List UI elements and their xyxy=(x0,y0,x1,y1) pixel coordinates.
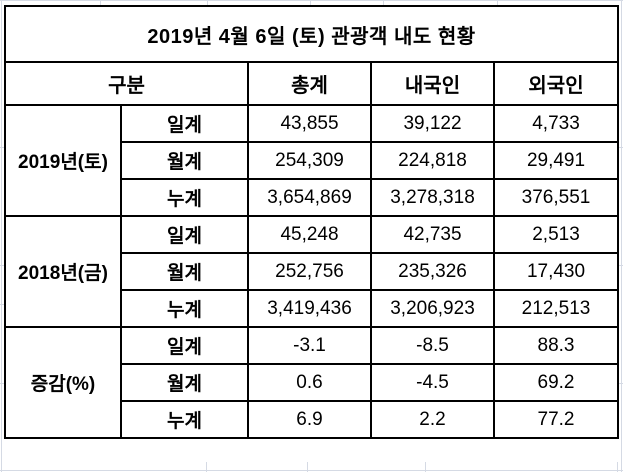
gridline xyxy=(310,0,311,5)
table-title: 2019년 4월 6일 (토) 관광객 내도 현황 xyxy=(4,5,619,63)
value-cell: 88.3 xyxy=(493,326,619,365)
value-cell: 43,855 xyxy=(247,104,372,143)
row-label: 일계 xyxy=(120,215,249,254)
row-label: 누계 xyxy=(120,178,249,217)
header-domestic: 내국인 xyxy=(370,61,495,106)
value-cell: 3,206,923 xyxy=(370,289,495,328)
gridline xyxy=(619,265,623,266)
value-cell: 212,513 xyxy=(493,289,619,328)
gridline xyxy=(1,0,2,472)
value-cell: 376,551 xyxy=(493,178,619,217)
gridline xyxy=(0,470,623,471)
gridline xyxy=(307,462,308,472)
gridline xyxy=(619,147,623,148)
value-cell: -4.5 xyxy=(370,363,495,402)
value-cell: 69.2 xyxy=(493,363,619,402)
value-cell: 39,122 xyxy=(370,104,495,143)
group-label-2019: 2019년(토) xyxy=(4,104,122,217)
value-cell: 17,430 xyxy=(493,252,619,291)
group-label-2018: 2018년(금) xyxy=(4,215,122,328)
gridline xyxy=(497,0,498,5)
value-cell: 2.2 xyxy=(370,400,495,439)
value-cell: 235,326 xyxy=(370,252,495,291)
row-label: 월계 xyxy=(120,363,249,402)
row-label: 일계 xyxy=(120,326,249,365)
value-cell: 254,309 xyxy=(247,141,372,180)
group-label-change: 증감(%) xyxy=(4,326,122,439)
gridline xyxy=(619,383,623,384)
gridline xyxy=(100,0,101,5)
gridline xyxy=(0,147,4,148)
value-cell: 3,654,869 xyxy=(247,178,372,217)
value-cell: 29,491 xyxy=(493,141,619,180)
value-cell: -8.5 xyxy=(370,326,495,365)
gridline xyxy=(617,462,618,472)
gridline xyxy=(0,383,4,384)
value-cell: 252,756 xyxy=(247,252,372,291)
value-cell: 2,513 xyxy=(493,215,619,254)
row-label: 일계 xyxy=(120,104,249,143)
row-label: 월계 xyxy=(120,141,249,180)
row-label: 누계 xyxy=(120,289,249,328)
header-total: 총계 xyxy=(247,61,372,106)
value-cell: -3.1 xyxy=(247,326,372,365)
value-cell: 3,419,436 xyxy=(247,289,372,328)
value-cell: 4,733 xyxy=(493,104,619,143)
gridline xyxy=(0,304,4,305)
value-cell: 77.2 xyxy=(493,400,619,439)
row-label: 월계 xyxy=(120,252,249,291)
gridline xyxy=(206,462,207,472)
gridline xyxy=(0,265,4,266)
gridline xyxy=(0,0,623,1)
gridline xyxy=(383,0,384,5)
value-cell: 6.9 xyxy=(247,400,372,439)
row-label: 누계 xyxy=(120,400,249,439)
value-cell: 0.6 xyxy=(247,363,372,402)
header-foreign: 외국인 xyxy=(493,61,619,106)
value-cell: 3,278,318 xyxy=(370,178,495,217)
tourist-arrival-table: 2019년 4월 6일 (토) 관광객 내도 현황 구분 총계 내국인 외국인 … xyxy=(4,5,619,439)
gridline xyxy=(207,0,208,5)
value-cell: 224,818 xyxy=(370,141,495,180)
value-cell: 42,735 xyxy=(370,215,495,254)
gridline xyxy=(425,462,426,472)
header-gubun: 구분 xyxy=(4,61,249,106)
gridline xyxy=(621,0,622,472)
value-cell: 45,248 xyxy=(247,215,372,254)
